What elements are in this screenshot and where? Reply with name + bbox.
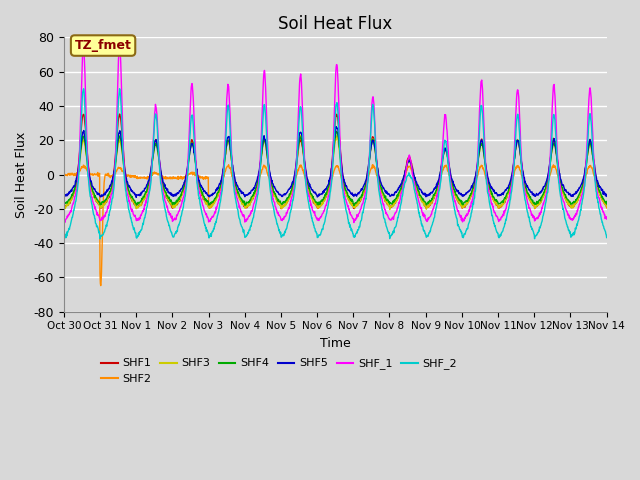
Text: TZ_fmet: TZ_fmet [75, 39, 131, 52]
SHF5 [168, 192, 175, 198]
SHF4 [333, 129, 340, 134]
SHF5 [539, 187, 547, 192]
SHF5 [332, 124, 340, 130]
SHF_2 [242, 234, 250, 240]
SHF_2 [603, 235, 611, 240]
SHF5 [242, 192, 250, 198]
SHF5 [491, 191, 499, 196]
SHF4 [350, 203, 358, 208]
SHF1 [242, 204, 250, 210]
SHF5 [603, 193, 611, 199]
SHF2 [603, 205, 611, 211]
SHF_1 [539, 203, 547, 208]
SHF_2 [181, 193, 189, 199]
SHF4 [180, 181, 188, 187]
SHF3 [603, 204, 611, 209]
SHF2 [97, 283, 104, 288]
SHF1 [420, 201, 428, 206]
SHF2 [225, 162, 232, 168]
Y-axis label: Soil Heat Flux: Soil Heat Flux [15, 132, 28, 217]
SHF_1 [603, 216, 611, 222]
Line: SHF5: SHF5 [64, 127, 607, 197]
SHF3 [386, 207, 394, 213]
SHF3 [60, 206, 68, 212]
SHF3 [539, 195, 547, 201]
Line: SHF3: SHF3 [64, 135, 607, 210]
SHF2 [168, 175, 175, 180]
SHF_1 [168, 215, 175, 221]
SHF3 [180, 185, 188, 191]
Line: SHF2: SHF2 [64, 165, 607, 286]
SHF5 [181, 179, 189, 184]
Legend: SHF1, SHF2, SHF3, SHF4, SHF5, SHF_1, SHF_2: SHF1, SHF2, SHF3, SHF4, SHF5, SHF_1, SHF… [97, 354, 461, 388]
SHF3 [296, 132, 304, 138]
SHF4 [491, 197, 499, 203]
SHF1 [60, 205, 68, 211]
SHF2 [420, 201, 428, 207]
SHF4 [241, 201, 249, 207]
SHF_2 [491, 223, 499, 228]
SHF_2 [80, 86, 88, 92]
SHF_1 [242, 217, 250, 223]
Line: SHF4: SHF4 [64, 132, 607, 205]
Line: SHF_2: SHF_2 [64, 89, 607, 239]
SHF_1 [350, 220, 358, 226]
SHF1 [277, 206, 285, 212]
SHF_1 [60, 218, 68, 224]
Line: SHF_1: SHF_1 [64, 46, 607, 223]
SHF_1 [116, 43, 124, 49]
SHF_2 [60, 234, 68, 240]
SHF_1 [181, 188, 189, 194]
SHF4 [420, 199, 428, 204]
SHF1 [168, 204, 175, 210]
SHF4 [603, 201, 611, 207]
SHF2 [181, 175, 189, 180]
Title: Soil Heat Flux: Soil Heat Flux [278, 15, 392, 33]
SHF1 [116, 111, 124, 117]
SHF_2 [539, 213, 547, 219]
SHF_2 [96, 236, 104, 242]
SHF3 [420, 200, 428, 206]
SHF2 [242, 204, 250, 210]
SHF2 [491, 198, 499, 204]
SHF5 [420, 191, 428, 197]
SHF3 [491, 200, 499, 205]
SHF1 [491, 199, 499, 205]
SHF_1 [420, 211, 428, 217]
SHF1 [181, 181, 189, 187]
SHF2 [539, 193, 547, 199]
SHF4 [539, 192, 547, 197]
SHF2 [60, 172, 68, 178]
SHF5 [132, 194, 140, 200]
SHF4 [60, 201, 68, 206]
SHF1 [603, 204, 611, 210]
SHF1 [539, 193, 547, 199]
SHF3 [168, 202, 175, 207]
SHF_1 [491, 209, 499, 215]
SHF5 [60, 192, 68, 197]
Line: SHF1: SHF1 [64, 114, 607, 209]
SHF_2 [420, 228, 428, 234]
SHF3 [241, 205, 249, 211]
SHF_2 [168, 232, 176, 238]
X-axis label: Time: Time [320, 337, 351, 350]
SHF4 [168, 199, 175, 204]
